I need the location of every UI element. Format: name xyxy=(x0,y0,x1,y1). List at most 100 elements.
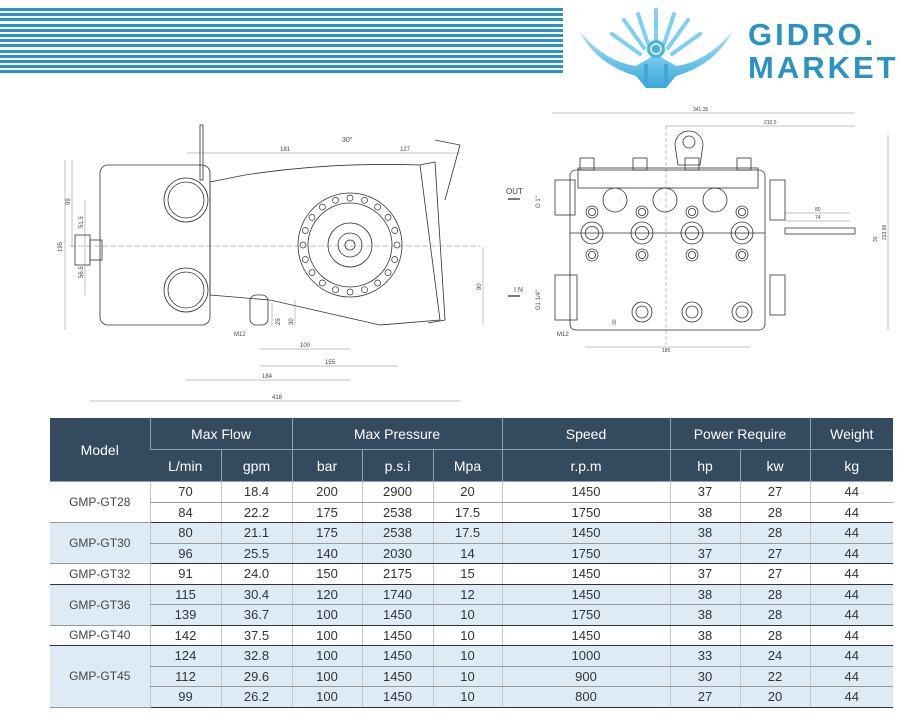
value-cell: 44 xyxy=(809,522,894,544)
stripe xyxy=(0,39,563,43)
side-view-drawing: 181 127 30° 99 51.5 195 56.5 90 25 30 M1… xyxy=(58,124,484,402)
port-bolt xyxy=(737,250,746,259)
port-bolt xyxy=(635,205,649,219)
model-cell: GMP-GT32 xyxy=(50,563,150,585)
dim-100: 100 xyxy=(300,343,311,349)
value-cell: 38 xyxy=(669,625,741,646)
header-model: Model xyxy=(50,418,150,482)
table-row: GMP-GT30 80 21.1 175 2538 17.5 1450 38 28 44 xyxy=(50,522,894,564)
value-cell: 100 xyxy=(291,686,362,708)
model-cell: GMP-GT36 xyxy=(50,584,150,626)
port-bolt xyxy=(730,221,754,245)
port-bolt xyxy=(735,248,749,262)
port-bolt xyxy=(684,226,699,241)
value-cell: 150 xyxy=(291,563,362,585)
value-cell: 30.4 xyxy=(220,584,292,605)
value-cell: 1750 xyxy=(501,543,671,564)
value-cell: 44 xyxy=(809,645,894,667)
dim-233-96: 233.96 xyxy=(882,224,888,240)
stripe xyxy=(0,49,563,53)
header-power: Power Require xyxy=(669,418,811,450)
header-max-pressure: Max Pressure xyxy=(291,418,503,450)
value-cell: 18.4 xyxy=(220,481,292,503)
bolt-hole xyxy=(361,286,368,294)
port-bolt xyxy=(630,221,654,245)
port-bolt xyxy=(631,301,653,323)
model-cell: GMP-GT30 xyxy=(50,522,150,564)
stripe xyxy=(0,28,563,32)
dim-30: 30 xyxy=(289,318,295,325)
value-cell: 1450 xyxy=(361,666,433,687)
value-cell: 38 xyxy=(669,522,741,544)
unit-header: Mpa xyxy=(432,449,503,482)
dim-m12: M12 xyxy=(557,332,569,338)
value-cell: 22 xyxy=(739,666,811,687)
value-cell: 38 xyxy=(669,604,741,626)
value-cell: 22.2 xyxy=(220,502,292,523)
dim-210-5: 210.5 xyxy=(764,120,777,126)
in-port-size: G1 1/4" xyxy=(536,290,542,310)
port-bolt xyxy=(680,221,704,245)
stripe xyxy=(0,54,563,58)
value-cell: 1450 xyxy=(361,686,433,708)
table-row: 112 29.6 100 1450 10 900 30 22 44 xyxy=(50,666,894,687)
value-cell: 1750 xyxy=(501,502,671,523)
value-cell: 44 xyxy=(809,604,894,626)
dim-56-5: 56.5 xyxy=(79,266,85,278)
specifications-table: Model Max Flow Max Pressure Speed Power … xyxy=(50,418,894,708)
value-cell: 100 xyxy=(291,666,362,687)
value-cell: 17.5 xyxy=(432,522,503,544)
unit-header: kg xyxy=(809,449,894,482)
value-cell: 37 xyxy=(669,543,741,564)
value-cell: 91 xyxy=(149,563,221,585)
value-cell: 44 xyxy=(809,666,894,687)
value-cell: 24.0 xyxy=(220,563,292,585)
value-cell: 142 xyxy=(149,625,221,646)
port-bolt xyxy=(681,301,703,323)
dim-30-shaft: 30 xyxy=(873,236,879,242)
bolt-hole xyxy=(308,214,316,221)
bolt-hole xyxy=(319,279,326,287)
value-cell: 28 xyxy=(739,604,811,626)
value-cell: 139 xyxy=(149,604,221,626)
value-cell: 120 xyxy=(291,584,362,605)
port-bolt xyxy=(588,250,597,259)
port-bolt xyxy=(634,226,649,241)
value-cell: 100 xyxy=(291,645,362,667)
value-cell: 26.2 xyxy=(220,686,292,708)
port-bolt xyxy=(735,305,749,319)
value-cell: 20 xyxy=(739,686,811,708)
dim-99: 99 xyxy=(66,198,72,205)
dim-25: 25 xyxy=(276,318,282,325)
value-cell: 900 xyxy=(501,666,671,687)
port-bolt xyxy=(735,205,749,219)
port-bolt xyxy=(585,226,600,241)
stripe xyxy=(0,8,563,11)
value-cell: 37 xyxy=(669,563,741,585)
value-cell: 38 xyxy=(669,502,741,523)
value-cell: 20 xyxy=(432,481,503,503)
value-cell: 21.1 xyxy=(220,522,292,544)
port-bolt xyxy=(687,250,696,259)
header-max-flow: Max Flow xyxy=(149,418,292,450)
dim-51-5: 51.5 xyxy=(79,216,85,228)
port-bolt xyxy=(685,248,699,262)
value-cell: 15 xyxy=(432,563,503,585)
value-cell: 10 xyxy=(432,686,503,708)
brand-line2: MARKET xyxy=(748,50,899,85)
value-cell: 84 xyxy=(149,502,221,523)
value-cell: 2175 xyxy=(361,563,433,585)
bolt-hole xyxy=(374,203,381,211)
value-cell: 27 xyxy=(739,481,811,503)
dim-74: 74 xyxy=(815,215,821,221)
port-bolt xyxy=(580,221,604,245)
dim-181: 181 xyxy=(280,147,291,153)
bolt-hole xyxy=(299,241,307,249)
bolt-hole xyxy=(374,279,381,287)
unit-header: hp xyxy=(669,449,741,482)
stripe xyxy=(0,59,563,63)
value-cell: 29.6 xyxy=(220,666,292,687)
value-cell: 200 xyxy=(291,481,362,503)
value-cell: 44 xyxy=(809,563,894,585)
value-cell: 32.8 xyxy=(220,645,292,667)
